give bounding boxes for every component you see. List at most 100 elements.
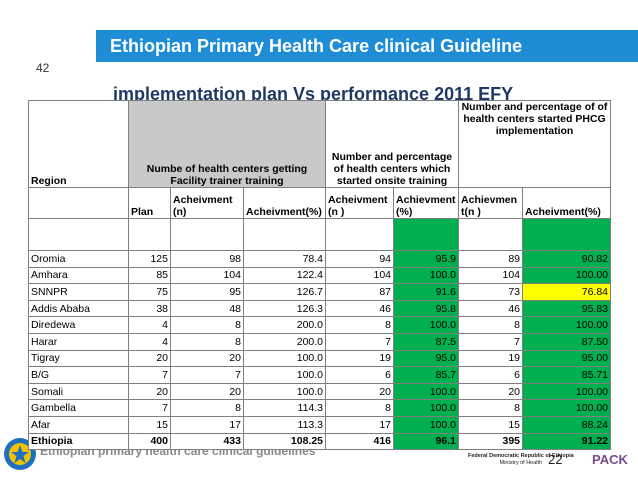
value-cell: 17 — [170, 415, 244, 434]
value-cell: 96.1 — [393, 432, 460, 451]
cell — [128, 218, 171, 251]
value-cell: 100.00 — [522, 382, 612, 401]
header-row: Plan Acheivment(n) Acheivment(%) Acheivment… — [28, 187, 612, 219]
value-cell: 7 — [458, 332, 524, 351]
value-cell: 100.00 — [522, 316, 612, 334]
table-row: Diredewa 4 8 200.0 8 100.0 8 100.00 — [28, 316, 612, 334]
value-cell: 100.00 — [522, 399, 612, 417]
value-cell: 89 — [458, 250, 524, 268]
ministry-name: Federal Democratic Republic of Ethiopia — [468, 453, 574, 459]
region-cell: Somali — [28, 382, 129, 401]
group-header: Numbe of health centers getting Facility… — [127, 100, 327, 188]
value-cell: 395 — [458, 432, 524, 451]
header-cell: Region — [28, 100, 129, 188]
table-row: Afar 15 17 113.3 17 100.0 15 88.24 — [28, 415, 612, 434]
ministry-logo: Federal Democratic Republic of Ethiopia M… — [468, 453, 574, 467]
header-cell — [28, 187, 129, 219]
value-cell: 200.0 — [242, 332, 327, 351]
value-cell: 4 — [128, 332, 171, 351]
group-header: Number and percentage of health centers … — [325, 100, 460, 188]
table-row: Amhara 85 104 122.4 104 100.0 104 100.00 — [28, 266, 612, 285]
cell — [393, 218, 460, 251]
table-row: Oromia 125 98 78.4 94 95.9 89 90.82 — [28, 250, 612, 268]
value-cell: 94 — [325, 250, 395, 268]
value-cell: 15 — [128, 415, 171, 434]
cell — [242, 218, 327, 251]
value-cell: 95 — [170, 283, 244, 301]
region-cell: Oromia — [28, 250, 129, 268]
column-header: Acheivment(%) — [522, 187, 612, 219]
value-cell: 19 — [325, 349, 395, 368]
value-cell: 100.0 — [393, 316, 460, 334]
value-cell: 416 — [325, 432, 395, 451]
value-cell: 6 — [458, 366, 524, 384]
value-cell: 76.84 — [522, 283, 612, 301]
value-cell: 20 — [325, 382, 395, 401]
value-cell: 100.0 — [393, 415, 460, 434]
page-number: 22 — [548, 452, 563, 467]
value-cell: 17 — [325, 415, 395, 434]
table-row: Ethiopia 400 433 108.25 416 96.1 395 91.22 — [28, 432, 612, 451]
value-cell: 88.24 — [522, 415, 612, 434]
value-cell: 104 — [458, 266, 524, 285]
value-cell: 108.25 — [242, 432, 327, 451]
value-cell: 95.83 — [522, 299, 612, 318]
value-cell: 48 — [170, 299, 244, 318]
value-cell: 433 — [170, 432, 244, 451]
value-cell: 8 — [325, 316, 395, 334]
column-header: Acheivment(%) — [242, 187, 327, 219]
value-cell: 100.0 — [242, 349, 327, 368]
value-cell: 87 — [325, 283, 395, 301]
value-cell: 4 — [128, 316, 171, 334]
title-band — [96, 30, 638, 62]
value-cell: 20 — [170, 382, 244, 401]
value-cell: 8 — [325, 399, 395, 417]
cell — [170, 218, 244, 251]
pack-logo: PACK — [592, 452, 628, 467]
group-header: Number and percentage of of health cente… — [458, 100, 612, 188]
value-cell: 78.4 — [242, 250, 327, 268]
value-cell: 122.4 — [242, 266, 327, 285]
value-cell: 73 — [458, 283, 524, 301]
column-header: Acheivment(n ) — [325, 187, 395, 219]
cell — [28, 218, 129, 251]
value-cell: 104 — [170, 266, 244, 285]
value-cell: 100.0 — [393, 266, 460, 285]
value-cell: 20 — [458, 382, 524, 401]
region-cell: B/G — [28, 366, 129, 384]
value-cell: 38 — [128, 299, 171, 318]
value-cell: 87.5 — [393, 332, 460, 351]
column-header: Achievment(n ) — [458, 187, 524, 219]
title: Ethiopian Primary Health Care clinical G… — [110, 36, 523, 56]
value-cell: 87.50 — [522, 332, 612, 351]
ministry-sub: Ministry of Health — [499, 460, 543, 466]
header-row: Region Numbe of health centers getting Fa… — [28, 100, 612, 188]
value-cell: 125 — [128, 250, 171, 268]
value-cell: 126.3 — [242, 299, 327, 318]
value-cell: 8 — [170, 332, 244, 351]
column-header: Achievment(%) — [393, 187, 460, 219]
cell — [458, 218, 524, 251]
value-cell: 19 — [458, 349, 524, 368]
value-cell: 20 — [128, 349, 171, 368]
value-cell: 100.0 — [393, 399, 460, 417]
data-table: Region Numbe of health centers getting Fa… — [28, 100, 612, 451]
region-cell: Diredewa — [28, 316, 129, 334]
table-row: Harar 4 8 200.0 7 87.5 7 87.50 — [28, 332, 612, 351]
region-cell: Tigray — [28, 349, 129, 368]
slide-number: 42 — [36, 61, 50, 75]
value-cell: 100.00 — [522, 266, 612, 285]
region-cell: Gambella — [28, 399, 129, 417]
blank-row — [28, 218, 612, 251]
title: implementation plan Vs performance 2011 … — [113, 84, 514, 104]
value-cell: 7 — [128, 399, 171, 417]
value-cell: 95.0 — [393, 349, 460, 368]
value-cell: 400 — [128, 432, 171, 451]
table-row: Somali 20 20 100.0 20 100.0 20 100.00 — [28, 382, 612, 401]
value-cell: 114.3 — [242, 399, 327, 417]
value-cell: 95.9 — [393, 250, 460, 268]
value-cell: 85.71 — [522, 366, 612, 384]
table-row: Tigray 20 20 100.0 19 95.0 19 95.00 — [28, 349, 612, 368]
value-cell: 46 — [325, 299, 395, 318]
